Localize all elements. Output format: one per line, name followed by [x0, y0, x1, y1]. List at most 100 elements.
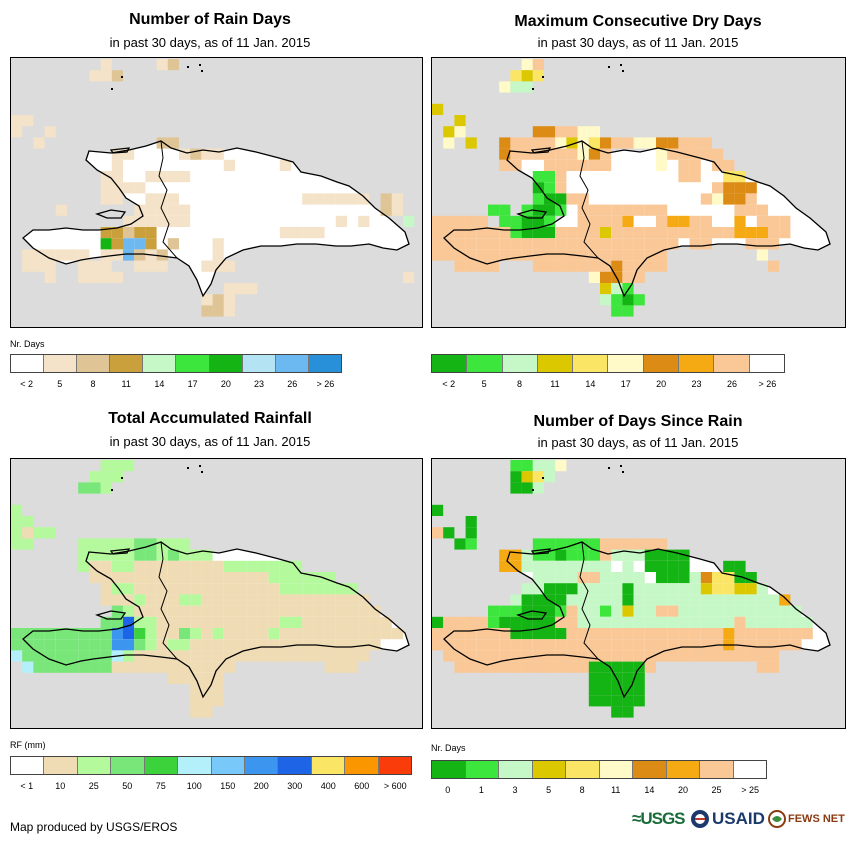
grid-cell — [544, 661, 556, 673]
grid-cell — [510, 215, 522, 227]
grid-cell — [167, 238, 179, 250]
grid-cell — [291, 572, 303, 584]
grid-cell — [212, 260, 224, 272]
grid-cell — [335, 583, 347, 595]
grid-cell — [145, 661, 157, 673]
grid-cell — [611, 639, 623, 651]
legend-unit: RF (mm) — [10, 740, 46, 750]
grid-cell — [712, 605, 724, 617]
grid-cell — [89, 471, 101, 483]
grid-cell — [324, 639, 336, 651]
grid-cell — [432, 616, 444, 628]
islet-outline — [530, 147, 552, 154]
grid-cell — [111, 616, 123, 628]
grid-cell — [347, 616, 359, 628]
grid-cell — [223, 583, 235, 595]
grid-cell — [555, 572, 567, 584]
grid-cell — [588, 238, 600, 250]
grid-cell — [476, 650, 488, 662]
grid-cell — [510, 650, 522, 662]
grid-cell — [44, 639, 56, 651]
island-speck — [532, 489, 534, 491]
grid-cell — [201, 650, 213, 662]
grid-cell — [123, 215, 135, 227]
grid-cell — [201, 661, 213, 673]
grid-cell — [369, 628, 381, 640]
grid-cell — [499, 249, 511, 261]
grid-cell — [555, 204, 567, 216]
grid-cell — [566, 538, 578, 550]
grid-cell — [167, 193, 179, 205]
grid-cell — [555, 182, 567, 194]
grid-cell — [588, 215, 600, 227]
grid-cell — [667, 549, 679, 561]
grid-cell — [566, 549, 578, 561]
grid-cell — [656, 594, 668, 606]
grid-cell — [432, 504, 444, 516]
grid-cell — [55, 639, 67, 651]
grid-cell — [611, 227, 623, 239]
legend-swatch — [211, 757, 245, 774]
grid-cell — [279, 572, 291, 584]
grid-cell — [190, 572, 202, 584]
grid-cell — [600, 204, 612, 216]
legend-tick-label: 23 — [691, 379, 702, 389]
grid-cell — [100, 661, 112, 673]
grid-cell — [544, 583, 556, 595]
grid-cell — [190, 549, 202, 561]
grid-cell — [521, 137, 533, 149]
legend-swatch — [700, 761, 734, 778]
grid-cell — [291, 628, 303, 640]
grid-cell — [544, 639, 556, 651]
grid-cell — [179, 594, 191, 606]
grid-cell — [600, 238, 612, 250]
legend-swatch — [242, 355, 276, 372]
legend-swatch — [749, 355, 784, 372]
grid-cell — [134, 572, 146, 584]
grid-cell — [78, 650, 90, 662]
grid-cell — [689, 583, 701, 595]
grid-cell — [600, 227, 612, 239]
grid-cell — [756, 215, 768, 227]
grid-cell — [734, 171, 746, 183]
grid-cell — [156, 538, 168, 550]
grid-cell — [324, 628, 336, 640]
island-speck — [201, 471, 203, 473]
grid-cell — [123, 605, 135, 617]
grid-cell — [111, 227, 123, 239]
grid-cell — [678, 215, 690, 227]
grid-cell — [134, 616, 146, 628]
grid-cell — [790, 605, 802, 617]
grid-cell — [689, 238, 701, 250]
grid-cell — [302, 628, 314, 640]
grid-cell — [100, 594, 112, 606]
grid-cell — [622, 695, 634, 707]
grid-cell — [488, 628, 500, 640]
grid-cell — [622, 616, 634, 628]
legend-swatch — [110, 355, 144, 372]
grid-cell — [734, 650, 746, 662]
grid-cell — [302, 605, 314, 617]
grid-cell — [510, 70, 522, 82]
grid-cell — [44, 260, 56, 272]
island-speck — [199, 64, 201, 66]
grid-cell — [689, 148, 701, 160]
grid-cell — [347, 193, 359, 205]
grid-cell — [588, 560, 600, 572]
grid-cell — [488, 616, 500, 628]
grid-cell — [279, 560, 291, 572]
legend-swatch — [465, 761, 499, 778]
legend-tick-label: 10 — [55, 781, 66, 791]
grid-cell — [167, 549, 179, 561]
grid-cell — [566, 628, 578, 640]
grid-cell — [156, 616, 168, 628]
grid-cell — [201, 294, 213, 306]
grid-cell — [100, 460, 112, 472]
grid-cell — [190, 148, 202, 160]
legend-tick-label: < 2 — [20, 379, 33, 389]
island-outline — [443, 140, 831, 298]
grid-cell — [510, 605, 522, 617]
grid-cell — [588, 684, 600, 696]
grid-cell — [201, 260, 213, 272]
grid-cell — [465, 650, 477, 662]
